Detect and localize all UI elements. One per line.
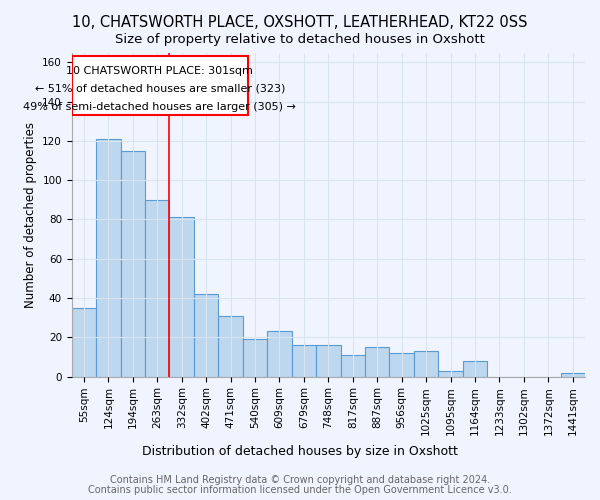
Text: Size of property relative to detached houses in Oxshott: Size of property relative to detached ho… bbox=[115, 32, 485, 46]
Bar bbox=[72, 308, 96, 376]
Text: 49% of semi-detached houses are larger (305) →: 49% of semi-detached houses are larger (… bbox=[23, 102, 296, 112]
Bar bbox=[439, 370, 463, 376]
Bar bbox=[414, 351, 439, 376]
Bar bbox=[365, 347, 389, 376]
Bar bbox=[169, 218, 194, 376]
Bar bbox=[463, 361, 487, 376]
Text: 10, CHATSWORTH PLACE, OXSHOTT, LEATHERHEAD, KT22 0SS: 10, CHATSWORTH PLACE, OXSHOTT, LEATHERHE… bbox=[72, 15, 528, 30]
Bar bbox=[121, 150, 145, 376]
Bar bbox=[194, 294, 218, 376]
Text: Contains public sector information licensed under the Open Government Licence v3: Contains public sector information licen… bbox=[88, 485, 512, 495]
Bar bbox=[341, 355, 365, 376]
FancyBboxPatch shape bbox=[72, 56, 248, 116]
Bar bbox=[96, 139, 121, 376]
Text: Distribution of detached houses by size in Oxshott: Distribution of detached houses by size … bbox=[142, 444, 458, 458]
Bar bbox=[560, 372, 585, 376]
Y-axis label: Number of detached properties: Number of detached properties bbox=[23, 122, 37, 308]
Text: Contains HM Land Registry data © Crown copyright and database right 2024.: Contains HM Land Registry data © Crown c… bbox=[110, 475, 490, 485]
Text: 10 CHATSWORTH PLACE: 301sqm: 10 CHATSWORTH PLACE: 301sqm bbox=[66, 66, 253, 76]
Bar bbox=[316, 345, 341, 376]
Text: ← 51% of detached houses are smaller (323): ← 51% of detached houses are smaller (32… bbox=[35, 84, 285, 94]
Bar bbox=[292, 345, 316, 376]
Bar bbox=[145, 200, 169, 376]
Bar bbox=[267, 332, 292, 376]
Bar bbox=[389, 353, 414, 376]
Bar bbox=[218, 316, 243, 376]
Bar bbox=[243, 339, 267, 376]
